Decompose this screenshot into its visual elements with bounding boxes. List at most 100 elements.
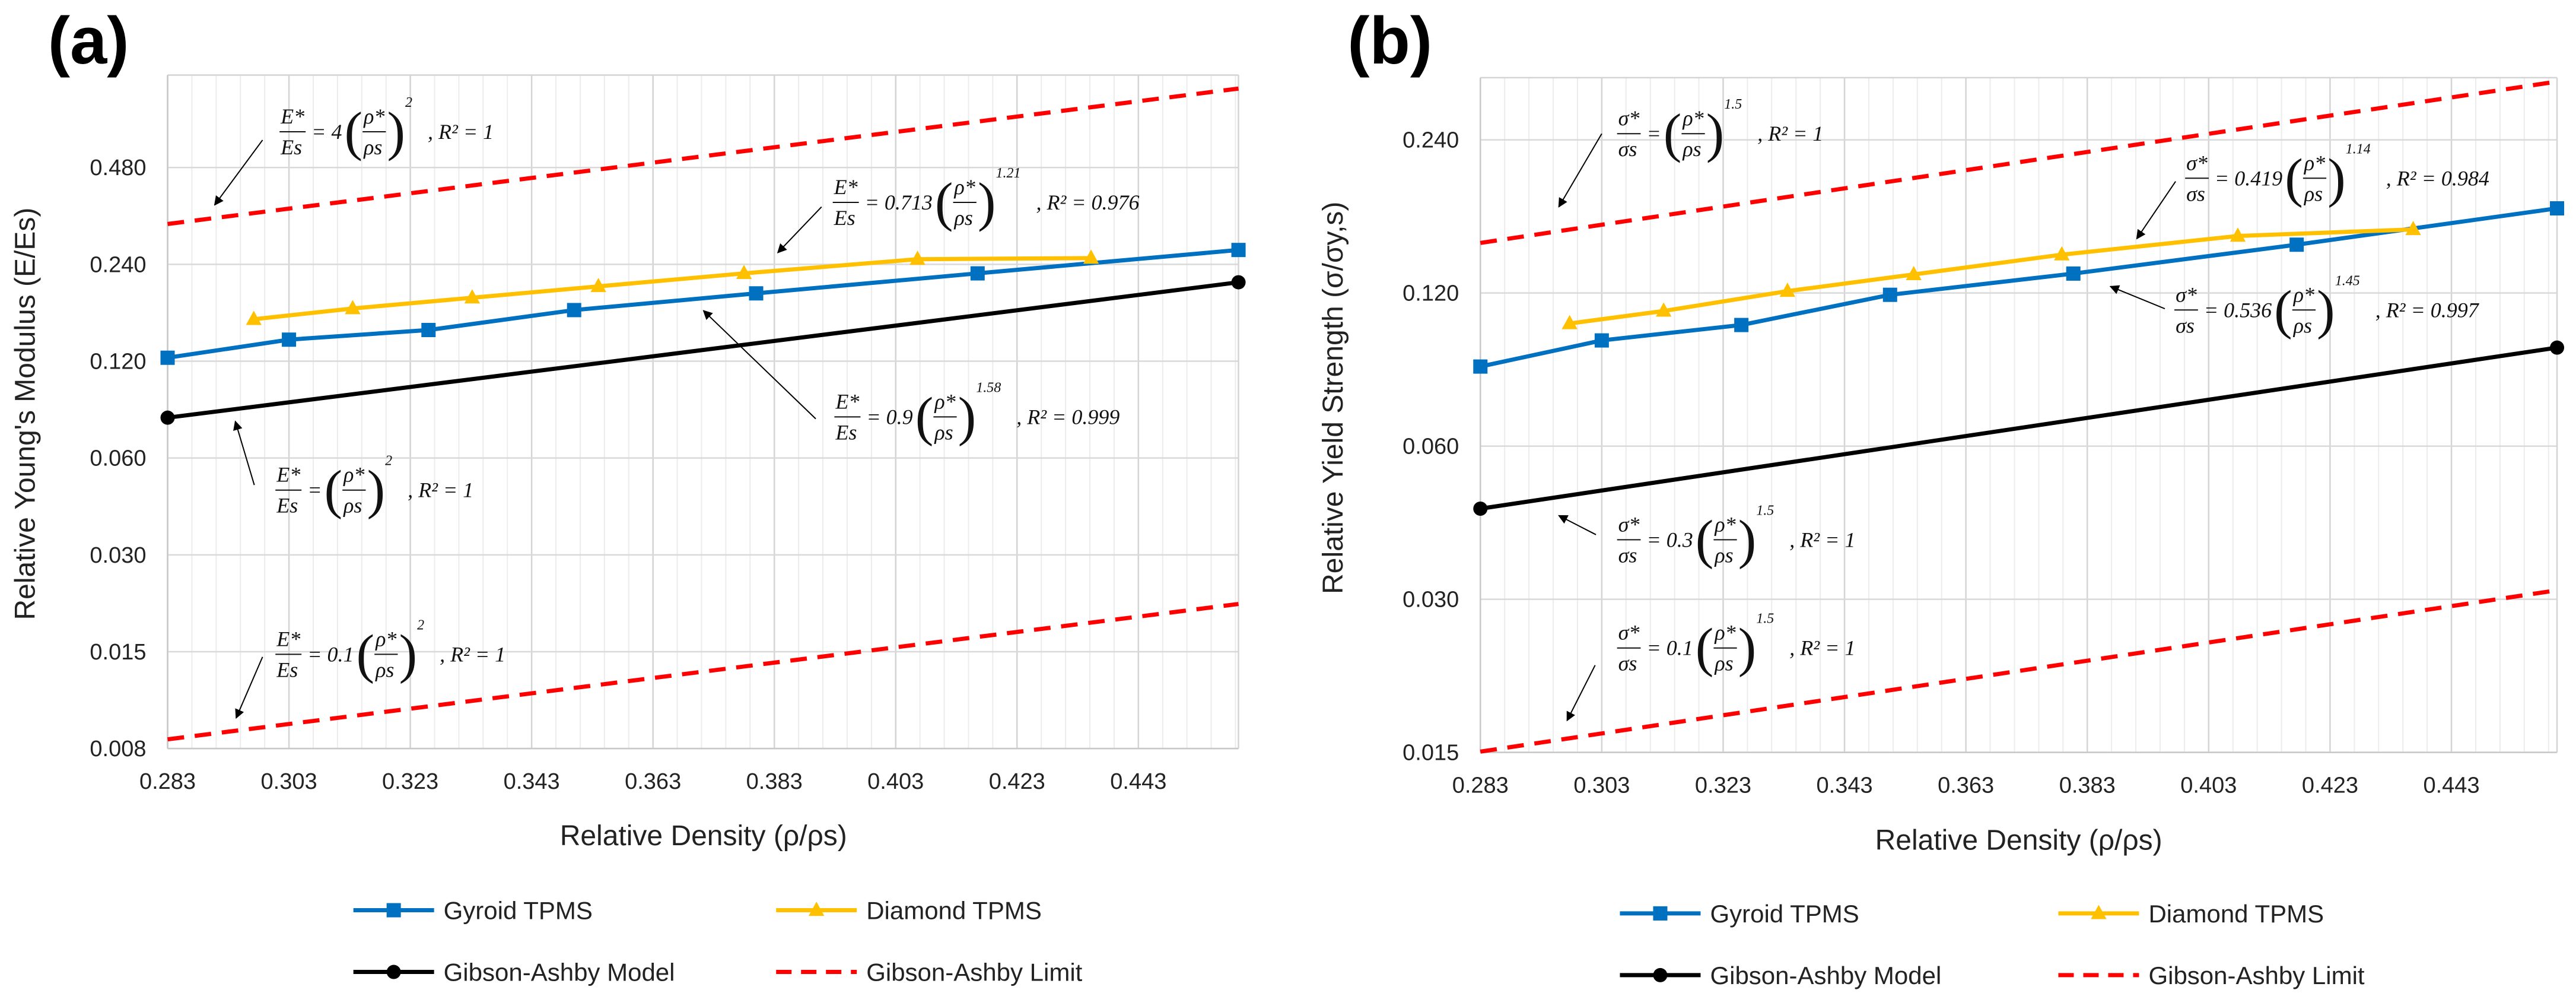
right-paren: ) (1738, 509, 1757, 569)
equation-numerator: σ* (1618, 621, 1640, 645)
equation-denominator: Es (835, 420, 857, 444)
circle-marker (1473, 502, 1488, 516)
series-line (167, 280, 1239, 420)
panel-label: (a) (48, 4, 129, 78)
square-marker (1231, 243, 1246, 258)
square-marker (970, 266, 985, 281)
triangle-marker (808, 902, 825, 916)
y-axis-title: Relative Yield Strength (σ/σy,s) (1318, 202, 1349, 594)
equation-coefficient: = 0.536 (2204, 298, 2272, 322)
circle-marker (1653, 967, 1668, 982)
y-tick-label: 0.015 (1403, 741, 1459, 766)
series-gibson-ashby-limit (167, 86, 1239, 226)
equation-annotation: σ* σs = 0.419(ρ* ρs) 1.14 , R² = 0.984 (2185, 141, 2489, 208)
left-paren: ( (325, 459, 343, 520)
grid (1480, 77, 2558, 753)
legend-label: Gibson-Ashby Limit (2148, 962, 2364, 989)
equation-coefficient: = (307, 478, 322, 502)
series-line (167, 602, 1239, 742)
legend: Gyroid TPMS Diamond TPMS Gibson-Ashby Mode… (353, 897, 1083, 986)
legend-label: Gyroid TPMS (444, 897, 593, 925)
triangle-marker (909, 250, 926, 265)
legend: Gyroid TPMS Diamond TPMS Gibson-Ashby Mode… (1620, 900, 2365, 989)
triangle-marker (464, 289, 481, 304)
equation-numerator: E* (276, 627, 300, 651)
series-gyroid-tpms (1473, 201, 2565, 374)
equation-exponent: 2 (405, 95, 412, 110)
annotation-arrow (1558, 515, 1597, 535)
triangle-marker (1561, 315, 1578, 329)
equation-numerator: E* (276, 463, 300, 487)
y-tick-label: 0.480 (90, 156, 146, 180)
equation-denominator: Es (280, 135, 302, 159)
r-squared: , R² = 1 (408, 478, 473, 502)
annotation-arrow (777, 206, 822, 253)
series-gibson-ashby-model (160, 275, 1246, 425)
density-denominator: ρs (1714, 652, 1733, 675)
equation-exponent: 1.21 (996, 166, 1020, 181)
legend-item: Gibson-Ashby Limit (2058, 962, 2365, 989)
square-marker (421, 323, 436, 338)
legend-label: Gyroid TPMS (1710, 900, 1859, 928)
equation-annotation: E* Es = 4(ρ* ρs) 2 , R² = 1 (279, 95, 494, 161)
equation-denominator: σs (1618, 652, 1637, 675)
annotation-arrow (2109, 285, 2165, 310)
x-tick-label: 0.283 (1452, 773, 1509, 798)
series-line (167, 86, 1239, 226)
density-numerator: ρ* (1682, 106, 1703, 130)
legend-item: Diamond TPMS (2058, 900, 2324, 928)
legend-item: Gibson-Ashby Model (353, 959, 675, 986)
triangle-marker (246, 310, 262, 325)
x-axis-title: Relative Density (ρ/ρs) (1875, 825, 2162, 856)
r-squared: , R² = 1 (1757, 122, 1823, 145)
equation-denominator: σs (1618, 543, 1637, 567)
x-tick-label: 0.283 (139, 769, 196, 794)
y-tick-label: 0.060 (1403, 434, 1459, 459)
equation-denominator: σs (2176, 313, 2195, 337)
x-tick-label: 0.403 (2180, 773, 2237, 798)
density-denominator: ρs (2304, 182, 2323, 205)
triangle-marker (345, 300, 361, 315)
density-denominator: ρs (375, 658, 394, 681)
series-gibson-ashby-limit-lower- (167, 602, 1239, 742)
density-denominator: ρs (2293, 313, 2312, 337)
x-tick-label: 0.363 (1938, 773, 1994, 798)
grid (167, 74, 1239, 750)
right-paren: ) (958, 386, 977, 446)
density-denominator: ρs (1714, 543, 1733, 567)
density-numerator: ρ* (2304, 151, 2325, 175)
x-tick-label: 0.323 (1695, 773, 1751, 798)
equation-denominator: Es (276, 658, 298, 681)
equation-exponent: 1.5 (1756, 611, 1774, 627)
equation-coefficient: = 0.713 (865, 191, 933, 214)
left-paren: ( (357, 623, 375, 684)
y-tick-label: 0.060 (90, 446, 146, 471)
equation-denominator: σs (2186, 182, 2205, 205)
left-paren: ( (1696, 617, 1714, 678)
square-marker (1653, 906, 1668, 921)
legend-item: Gibson-Ashby Limit (776, 959, 1083, 986)
equation-coefficient: = 0.419 (2215, 166, 2282, 190)
right-paren: ) (367, 459, 385, 520)
equation-denominator: Es (834, 206, 856, 230)
triangle-marker (2405, 221, 2421, 236)
density-denominator: ρs (343, 494, 362, 518)
series-gibson-ashby-limit (1480, 79, 2558, 245)
x-tick-label: 0.383 (746, 769, 803, 794)
r-squared: , R² = 1 (428, 120, 494, 144)
circle-marker (386, 965, 401, 979)
density-numerator: ρ* (1714, 512, 1735, 536)
y-tick-label: 0.015 (90, 640, 146, 665)
triangle-marker (2091, 905, 2107, 919)
square-marker (749, 286, 764, 301)
legend-item: Gyroid TPMS (353, 897, 593, 925)
chart-b: 0.283 0.303 0.323 0.343 0.363 0.383 0.403 0.423… (1318, 4, 2565, 989)
r-squared: , R² = 0.997 (2375, 298, 2480, 322)
equation-exponent: 2 (385, 453, 392, 469)
circle-marker (2550, 340, 2565, 355)
right-paren: ) (2327, 147, 2346, 208)
series-gyroid-tpms (160, 243, 1246, 365)
r-squared: , R² = 0.976 (1036, 191, 1139, 214)
series-line (1480, 79, 2558, 245)
density-denominator: ρs (1682, 137, 1701, 161)
